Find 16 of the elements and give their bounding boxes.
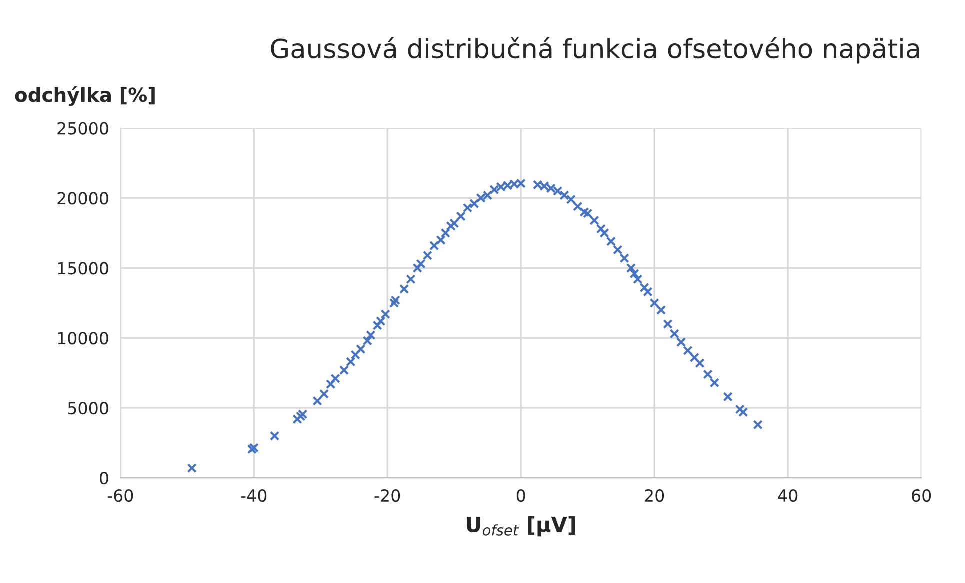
y-tick-label: 5000: [68, 402, 108, 415]
x-tick-label: -60: [108, 489, 134, 502]
y-tick-label: 15000: [58, 262, 108, 275]
chart-title: Gaussová distribučná funkcia ofsetového napätia: [271, 37, 920, 64]
x-tick-label: 60: [912, 489, 932, 502]
y-axis-title: odchýlka [%]: [15, 86, 155, 106]
x-axis-title: U$_{ofset}$ [µV]: [467, 516, 576, 537]
y-tick-label: 0: [100, 472, 108, 485]
y-tick-label: 10000: [58, 332, 108, 345]
x-tick-label: -40: [241, 489, 267, 502]
x-tick-label: 40: [778, 489, 798, 502]
x-tick-label: 20: [645, 489, 664, 502]
x-tick-label: -20: [374, 489, 400, 502]
x-tick-label: 0: [516, 489, 526, 502]
y-tick-label: 20000: [58, 192, 108, 205]
y-tick-label: 25000: [58, 122, 108, 135]
